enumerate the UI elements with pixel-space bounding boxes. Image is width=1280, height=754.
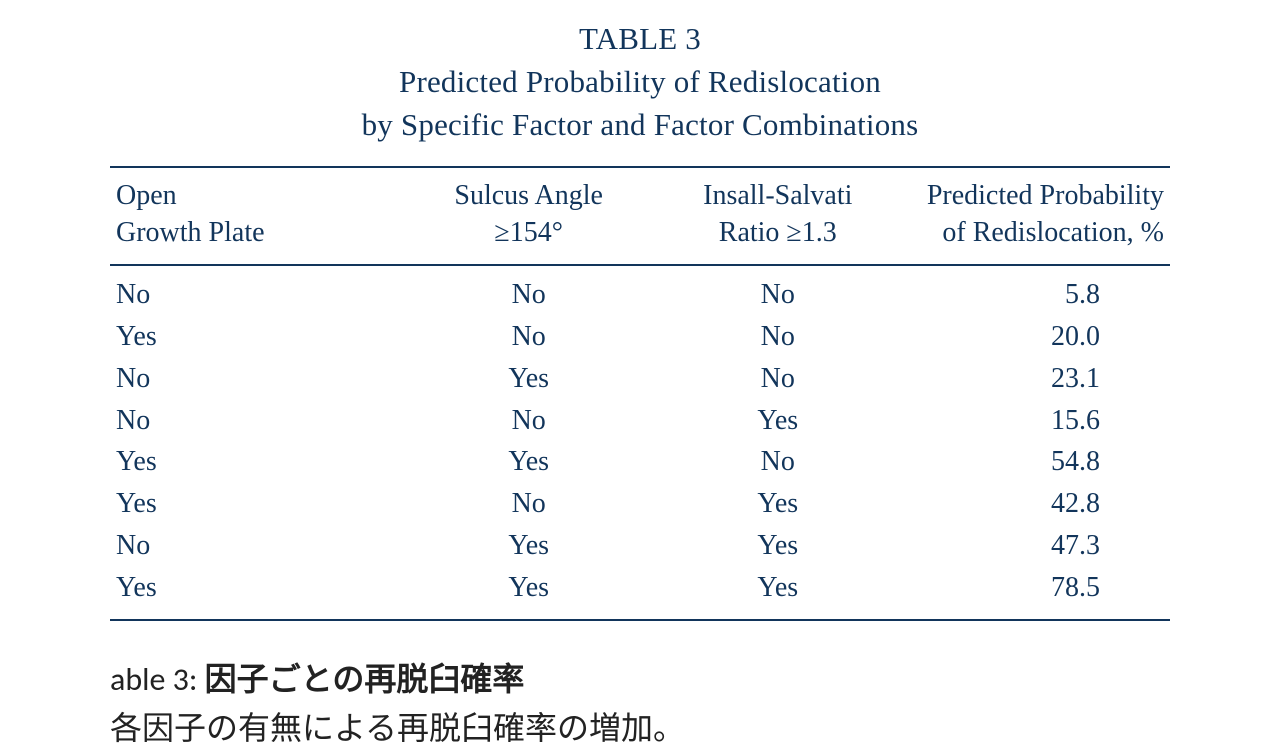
title-line-3: by Specific Factor and Factor Combinatio… — [110, 104, 1170, 147]
title-line-1: TABLE 3 — [110, 18, 1170, 61]
cell-insall-salvati: Yes — [661, 525, 894, 567]
col-header-predicted-probability: Predicted Probability of Redislocation, … — [894, 167, 1170, 265]
cell-insall-salvati: No — [661, 265, 894, 316]
page: TABLE 3 Predicted Probability of Redislo… — [0, 0, 1280, 720]
cell-probability: 23.1 — [894, 358, 1170, 400]
cell-probability: 5.8 — [894, 265, 1170, 316]
col-header-open-growth-plate: Open Growth Plate — [110, 167, 396, 265]
table-title-block: TABLE 3 Predicted Probability of Redislo… — [110, 18, 1170, 146]
table-row: Yes Yes No 54.8 — [110, 441, 1170, 483]
cell-sulcus-angle: Yes — [396, 358, 661, 400]
cell-sulcus-angle: Yes — [396, 441, 661, 483]
col-header-line: Open — [116, 180, 177, 211]
cell-insall-salvati: No — [661, 441, 894, 483]
cell-insall-salvati: Yes — [661, 483, 894, 525]
col-header-line: Ratio ≥1.3 — [719, 217, 837, 248]
caption-line-2: 各因子の有無による再脱臼確率の増加。 — [110, 704, 1170, 754]
cell-sulcus-angle: No — [396, 316, 661, 358]
cell-probability: 15.6 — [894, 400, 1170, 442]
cell-probability: 20.0 — [894, 316, 1170, 358]
cell-sulcus-angle: Yes — [396, 567, 661, 620]
cell-open-growth-plate: No — [110, 400, 396, 442]
cell-probability: 47.3 — [894, 525, 1170, 567]
table-row: Yes Yes Yes 78.5 — [110, 567, 1170, 620]
table-row: No Yes No 23.1 — [110, 358, 1170, 400]
caption-jp-1: 因子ごとの再脱臼確率 — [205, 660, 525, 699]
table-row: No Yes Yes 47.3 — [110, 525, 1170, 567]
cell-insall-salvati: Yes — [661, 567, 894, 620]
col-header-sulcus-angle: Sulcus Angle ≥154° — [396, 167, 661, 265]
col-header-line: Sulcus Angle — [454, 180, 603, 211]
cell-insall-salvati: No — [661, 316, 894, 358]
cell-open-growth-plate: Yes — [110, 567, 396, 620]
col-header-line: of Redislocation, % — [942, 217, 1164, 248]
col-header-line: Predicted Probability — [927, 180, 1164, 211]
cell-probability: 78.5 — [894, 567, 1170, 620]
cell-probability: 54.8 — [894, 441, 1170, 483]
cell-open-growth-plate: No — [110, 358, 396, 400]
col-header-line: ≥154° — [494, 217, 563, 248]
caption-line-1: able 3: 因子ごとの再脱臼確率 — [110, 655, 1170, 705]
caption-block: able 3: 因子ごとの再脱臼確率 各因子の有無による再脱臼確率の増加。 — [110, 655, 1170, 754]
cell-insall-salvati: Yes — [661, 400, 894, 442]
col-header-line: Insall-Salvati — [703, 180, 852, 211]
cell-open-growth-plate: No — [110, 525, 396, 567]
cell-open-growth-plate: Yes — [110, 441, 396, 483]
cell-sulcus-angle: No — [396, 400, 661, 442]
cell-open-growth-plate: Yes — [110, 316, 396, 358]
table-row: No No No 5.8 — [110, 265, 1170, 316]
table-header-row: Open Growth Plate Sulcus Angle ≥154° Ins… — [110, 167, 1170, 265]
cell-open-growth-plate: No — [110, 265, 396, 316]
cell-sulcus-angle: No — [396, 265, 661, 316]
table-row: No No Yes 15.6 — [110, 400, 1170, 442]
col-header-line: Growth Plate — [116, 217, 265, 248]
cell-open-growth-plate: Yes — [110, 483, 396, 525]
cell-insall-salvati: No — [661, 358, 894, 400]
title-line-2: Predicted Probability of Redislocation — [110, 61, 1170, 104]
table-row: Yes No No 20.0 — [110, 316, 1170, 358]
probability-table: Open Growth Plate Sulcus Angle ≥154° Ins… — [110, 166, 1170, 620]
cell-probability: 42.8 — [894, 483, 1170, 525]
cell-sulcus-angle: Yes — [396, 525, 661, 567]
col-header-insall-salvati: Insall-Salvati Ratio ≥1.3 — [661, 167, 894, 265]
table-body: No No No 5.8 Yes No No 20.0 No Yes No 23… — [110, 265, 1170, 619]
table-row: Yes No Yes 42.8 — [110, 483, 1170, 525]
cell-sulcus-angle: No — [396, 483, 661, 525]
caption-prefix: able 3: — [110, 660, 205, 699]
